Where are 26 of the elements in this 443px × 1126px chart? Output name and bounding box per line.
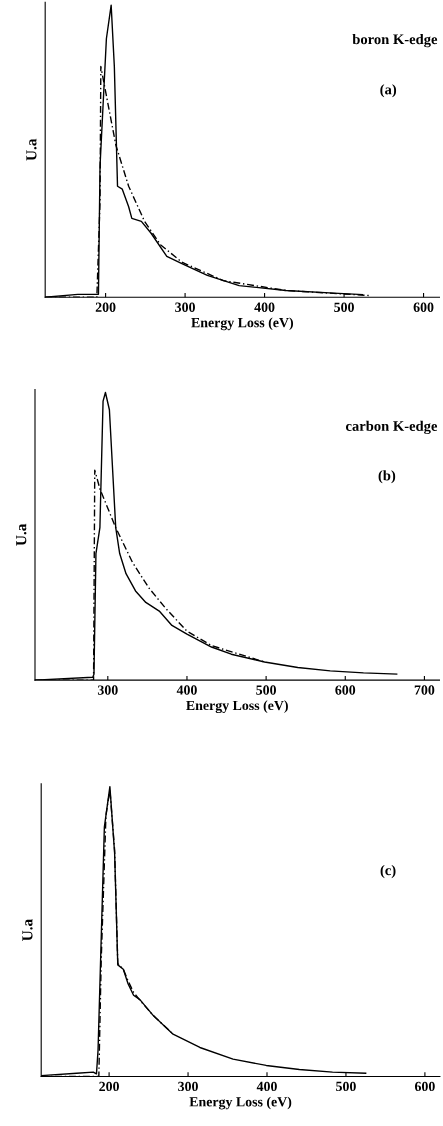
x-tick-label: 200 [99, 1081, 119, 1092]
y-axis-title: U.a [26, 138, 37, 161]
annotation: boron K-edge [352, 33, 438, 48]
y-axis-title: U.a [22, 919, 33, 941]
x-tick-label: 300 [97, 685, 118, 695]
y-axis-title: U.a [16, 523, 27, 546]
x-tick-label: 500 [334, 302, 354, 312]
annotation: carbon K-edge [345, 420, 438, 435]
x-axis-title: Energy Loss (eV) [186, 700, 288, 714]
x-tick-label: 300 [178, 1081, 198, 1092]
annotation: (b) [378, 470, 396, 484]
x-tick-label: 700 [414, 685, 435, 695]
x-tick-label: 200 [95, 302, 116, 312]
x-tick-label: 400 [254, 302, 275, 312]
x-tick-label: 500 [336, 1081, 356, 1092]
x-axis-title: Energy Loss (eV) [189, 1096, 292, 1110]
annotation: (a) [380, 84, 397, 98]
x-tick-label: 600 [335, 685, 356, 695]
x-tick-label: 400 [176, 685, 197, 695]
x-tick-label: 400 [256, 1081, 277, 1092]
x-tick-label: 300 [175, 302, 195, 312]
x-axis-title: Energy Loss (eV) [191, 317, 294, 331]
annotation: (c) [380, 864, 396, 879]
x-tick-label: 600 [414, 1081, 435, 1092]
x-tick-label: 500 [256, 685, 276, 695]
x-tick-label: 600 [413, 302, 434, 312]
